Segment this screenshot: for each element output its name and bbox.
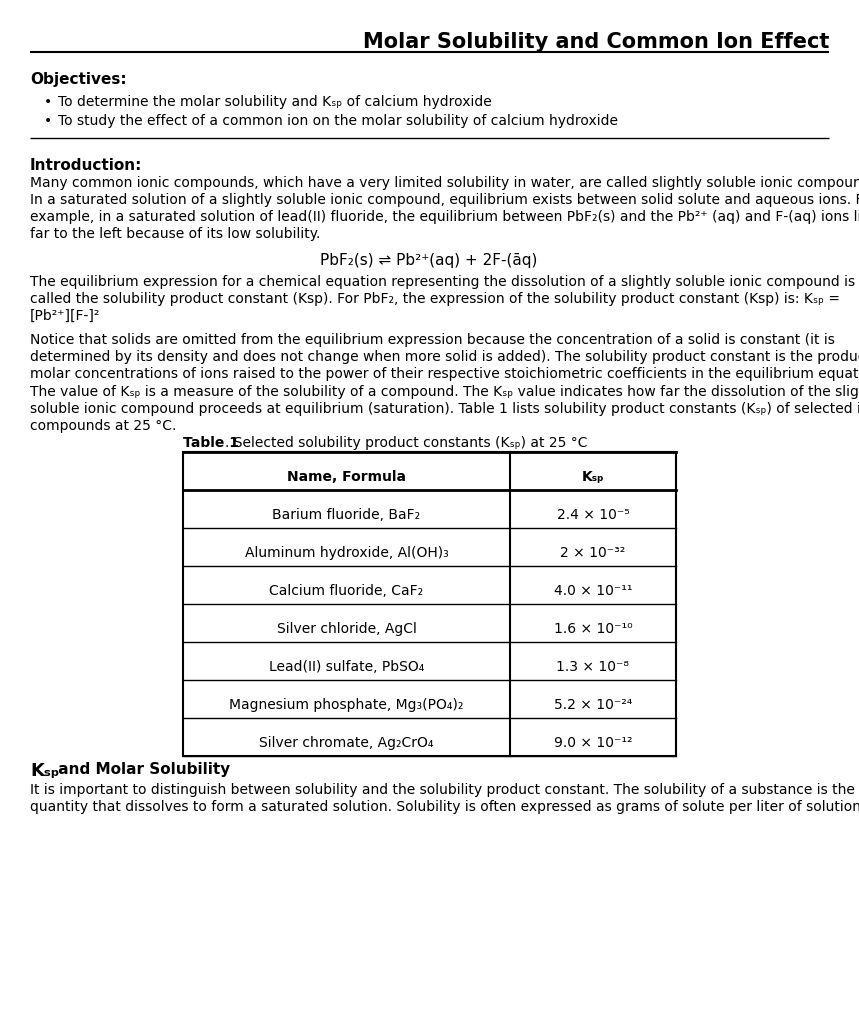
Text: Notice that solids are omitted from the equilibrium expression because the conce: Notice that solids are omitted from the … — [30, 333, 835, 347]
Text: Introduction:: Introduction: — [30, 158, 143, 173]
Text: and Molar Solubility: and Molar Solubility — [53, 762, 230, 777]
Text: 2.4 × 10⁻⁵: 2.4 × 10⁻⁵ — [557, 508, 630, 522]
Text: The value of Kₛₚ is a measure of the solubility of a compound. The Kₛₚ value ind: The value of Kₛₚ is a measure of the sol… — [30, 385, 859, 399]
Text: [Pb²⁺][F-]²: [Pb²⁺][F-]² — [30, 309, 101, 323]
Text: Magnesium phosphate, Mg₃(PO₄)₂: Magnesium phosphate, Mg₃(PO₄)₂ — [229, 698, 464, 712]
Text: It is important to distinguish between solubility and the solubility product con: It is important to distinguish between s… — [30, 783, 855, 797]
Text: The equilibrium expression for a chemical equation representing the dissolution : The equilibrium expression for a chemica… — [30, 275, 855, 289]
Text: Silver chromate, Ag₂CrO₄: Silver chromate, Ag₂CrO₄ — [259, 736, 434, 750]
Text: Objectives:: Objectives: — [30, 72, 126, 87]
Text: Aluminum hydroxide, Al(OH)₃: Aluminum hydroxide, Al(OH)₃ — [245, 546, 448, 560]
Text: Kₛₚ: Kₛₚ — [582, 470, 605, 484]
Text: . Selected solubility product constants (Kₛₚ) at 25 °C: . Selected solubility product constants … — [225, 436, 588, 450]
Text: called the solubility product constant (Ksp). For PbF₂, the expression of the so: called the solubility product constant (… — [30, 292, 840, 306]
Text: To determine the molar solubility and Kₛₚ of calcium hydroxide: To determine the molar solubility and Kₛ… — [58, 95, 491, 109]
Text: Name, Formula: Name, Formula — [287, 470, 406, 484]
Text: •: • — [44, 95, 52, 109]
Text: soluble ionic compound proceeds at equilibrium (saturation). Table 1 lists solub: soluble ionic compound proceeds at equil… — [30, 402, 859, 416]
Text: 1.3 × 10⁻⁸: 1.3 × 10⁻⁸ — [557, 660, 630, 674]
Text: 4.0 × 10⁻¹¹: 4.0 × 10⁻¹¹ — [554, 584, 632, 598]
Text: To study the effect of a common ion on the molar solubility of calcium hydroxide: To study the effect of a common ion on t… — [58, 114, 618, 128]
Text: molar concentrations of ions raised to the power of their respective stoichiomet: molar concentrations of ions raised to t… — [30, 367, 859, 381]
Text: 9.0 × 10⁻¹²: 9.0 × 10⁻¹² — [554, 736, 632, 750]
Text: 5.2 × 10⁻²⁴: 5.2 × 10⁻²⁴ — [554, 698, 632, 712]
Text: 1.6 × 10⁻¹⁰: 1.6 × 10⁻¹⁰ — [554, 622, 632, 636]
Text: PbF₂(s) ⇌ Pb²⁺(aq) + 2F-(āq): PbF₂(s) ⇌ Pb²⁺(aq) + 2F-(āq) — [320, 253, 538, 268]
Text: far to the left because of its low solubility.: far to the left because of its low solub… — [30, 227, 320, 241]
Text: Many common ionic compounds, which have a very limited solubility in water, are : Many common ionic compounds, which have … — [30, 176, 859, 190]
Text: compounds at 25 °C.: compounds at 25 °C. — [30, 419, 176, 433]
Text: Molar Solubility and Common Ion Effect: Molar Solubility and Common Ion Effect — [362, 32, 829, 52]
Text: 2 × 10⁻³²: 2 × 10⁻³² — [560, 546, 625, 560]
Text: Kₛₚ: Kₛₚ — [30, 762, 59, 780]
Text: determined by its density and does not change when more solid is added). The sol: determined by its density and does not c… — [30, 350, 859, 364]
Bar — [183, 452, 676, 756]
Text: Calcium fluoride, CaF₂: Calcium fluoride, CaF₂ — [270, 584, 423, 598]
Text: Barium fluoride, BaF₂: Barium fluoride, BaF₂ — [272, 508, 421, 522]
Text: Lead(II) sulfate, PbSO₄: Lead(II) sulfate, PbSO₄ — [269, 660, 424, 674]
Text: •: • — [44, 114, 52, 128]
Text: example, in a saturated solution of lead(II) fluoride, the equilibrium between P: example, in a saturated solution of lead… — [30, 210, 859, 224]
Text: quantity that dissolves to form a saturated solution. Solubility is often expres: quantity that dissolves to form a satura… — [30, 800, 859, 814]
Text: Silver chloride, AgCl: Silver chloride, AgCl — [277, 622, 417, 636]
Text: In a saturated solution of a slightly soluble ionic compound, equilibrium exists: In a saturated solution of a slightly so… — [30, 193, 859, 207]
Text: Table 1: Table 1 — [183, 436, 239, 450]
